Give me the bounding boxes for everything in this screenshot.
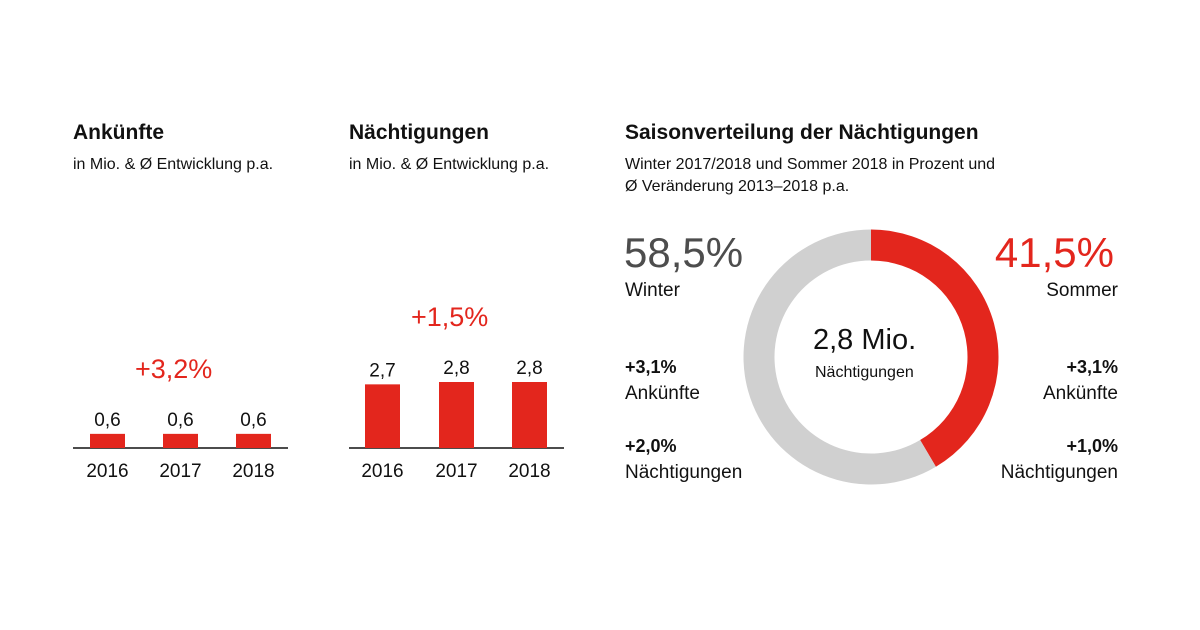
donut-slice-winter	[743, 229, 936, 485]
overnights-bar-2016	[365, 384, 400, 448]
overnights-year-tick: 2017	[435, 461, 477, 482]
overnights-chart-title: Nächtigungen	[349, 121, 489, 144]
arrivals-chart-title: Ankünfte	[73, 121, 164, 144]
arrivals-value-label: 0,6	[240, 410, 266, 431]
season-chart-subtitle-line2: Ø Veränderung 2013–2018 p.a.	[625, 178, 850, 195]
overnights-value-label: 2,8	[443, 358, 469, 379]
summer-season-label: Sommer	[1046, 280, 1118, 301]
overnights-chart-subtitle: in Mio. & Ø Entwicklung p.a.	[349, 156, 550, 173]
arrivals-chart-subtitle: in Mio. & Ø Entwicklung p.a.	[73, 156, 274, 173]
winter-percent-label: 58,5%	[624, 229, 744, 276]
overnights-bar-2017	[439, 382, 474, 448]
donut-center-value: 2,8 Mio.	[813, 324, 917, 356]
arrivals-value-label: 0,6	[167, 410, 193, 431]
overnights-year-tick: 2016	[361, 461, 403, 482]
season-chart-title: Saisonverteilung der Nächtigungen	[625, 121, 979, 144]
arrivals-bar-2016	[90, 433, 125, 448]
arrivals-value-label: 0,6	[94, 410, 120, 431]
donut-slice-sommer	[871, 229, 999, 467]
overnights-value-label: 2,7	[369, 360, 395, 381]
arrivals-year-tick: 2017	[159, 461, 201, 482]
season-chart-subtitle-line1: Winter 2017/2018 und Sommer 2018 in Proz…	[625, 156, 996, 173]
summer-arrivals-label: Ankünfte	[1043, 383, 1118, 404]
arrivals-year-tick: 2016	[86, 461, 128, 482]
summer-overnights-label: Nächtigungen	[1000, 462, 1118, 483]
overnights-bar-2018	[512, 382, 547, 448]
summer-percent-label: 41,5%	[994, 229, 1114, 276]
winter-season-label: Winter	[625, 280, 680, 301]
donut-center-label: Nächtigungen	[815, 364, 914, 381]
overnights-growth-label: +1,5%	[411, 302, 489, 332]
summer-overnights-growth: +1,0%	[1066, 436, 1118, 456]
winter-arrivals-growth: +3,1%	[625, 357, 677, 377]
summer-arrivals-growth: +3,1%	[1066, 357, 1118, 377]
overnights-year-tick: 2018	[508, 461, 550, 482]
winter-overnights-growth: +2,0%	[625, 436, 677, 456]
arrivals-bar-2017	[163, 433, 198, 448]
overnights-value-label: 2,8	[516, 358, 542, 379]
arrivals-year-tick: 2018	[232, 461, 274, 482]
winter-arrivals-label: Ankünfte	[625, 383, 700, 404]
winter-overnights-label: Nächtigungen	[625, 462, 743, 483]
arrivals-bar-2018	[236, 433, 271, 448]
arrivals-growth-label: +3,2%	[135, 354, 213, 384]
